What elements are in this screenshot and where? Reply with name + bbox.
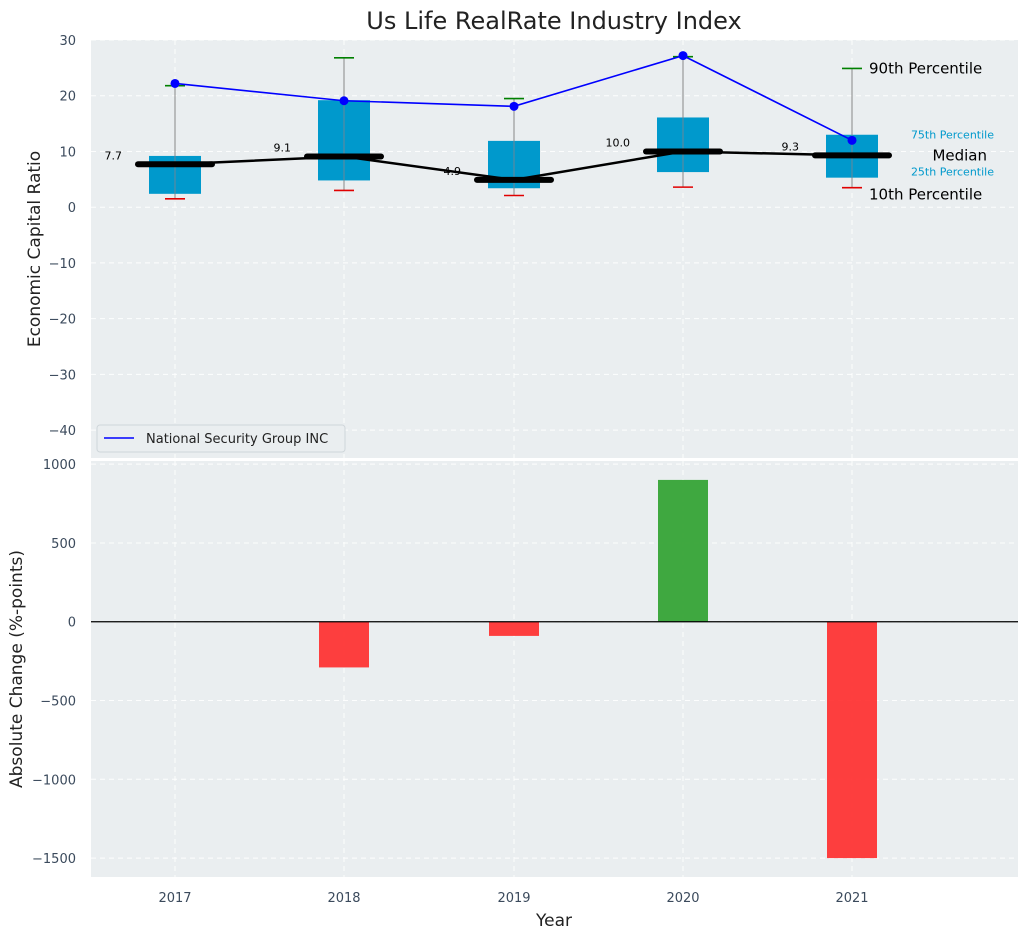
- median-label-2021: 9.3: [782, 140, 800, 153]
- change-bar-2019: [489, 621, 539, 636]
- bottom-plot-area: [91, 461, 1018, 877]
- p10-annotation: 10th Percentile: [869, 186, 982, 204]
- bottom-y-tick-label: −1500: [32, 852, 76, 867]
- x-tick-label: 2019: [497, 891, 530, 906]
- legend-label: National Security Group INC: [146, 432, 328, 447]
- p75-annotation: 75th Percentile: [911, 129, 994, 142]
- top-y-tick-label: −30: [49, 368, 76, 383]
- legend: National Security Group INC: [96, 424, 346, 453]
- x-tick-label: 2018: [327, 891, 360, 906]
- change-bar-2021: [827, 621, 877, 859]
- series-point-2019: [509, 101, 519, 111]
- series-point-2020: [678, 51, 688, 61]
- x-tick-label: 2020: [666, 891, 699, 906]
- top-y-tick-label: 0: [68, 201, 76, 216]
- x-axis-label: Year: [535, 911, 572, 931]
- top-y-tick-label: 10: [59, 145, 76, 160]
- top-y-tick-label: −20: [49, 313, 76, 328]
- top-y-axis-label: Economic Capital Ratio: [25, 151, 45, 347]
- change-bar-2020: [658, 479, 708, 622]
- x-tick-label: 2017: [158, 891, 191, 906]
- bottom-y-tick-label: 0: [68, 616, 76, 631]
- bottom-y-tick-label: −500: [40, 695, 76, 710]
- median-label-2018: 9.1: [274, 141, 292, 154]
- series-point-2018: [339, 96, 349, 106]
- median-label-2020: 10.0: [606, 136, 631, 149]
- bottom-y-axis-label: Absolute Change (%-points): [7, 550, 27, 788]
- median-annotation: Median: [932, 146, 987, 164]
- top-plot-area: [91, 40, 1018, 458]
- p25-annotation: 25th Percentile: [911, 166, 994, 179]
- series-point-2021: [847, 135, 857, 145]
- series-point-2017: [170, 78, 180, 88]
- top-y-tick-label: 30: [59, 34, 76, 49]
- chart-title: Us Life RealRate Industry Index: [366, 7, 741, 35]
- top-y-tick-label: −40: [49, 424, 76, 439]
- change-bar-2018: [319, 621, 369, 668]
- p90-annotation: 90th Percentile: [869, 59, 982, 77]
- top-y-tick-label: 20: [59, 90, 76, 105]
- x-tick-label: 2021: [835, 891, 868, 906]
- top-panel: 30 20 10 0 −10 −20 −30 −40 7.7 9.1 4.9 10.0 9.3 90th …: [49, 34, 1018, 458]
- bottom-panel: 1000 500 0 −500 −1000 −1500 2017 2018 2019 2020 20…: [32, 458, 1018, 906]
- top-y-tick-label: −10: [49, 257, 76, 272]
- median-label-2017: 7.7: [105, 149, 123, 162]
- bottom-y-tick-label: 1000: [43, 458, 76, 473]
- legend-box: [96, 424, 346, 453]
- bottom-y-tick-label: 500: [51, 537, 76, 552]
- median-label-2019: 4.9: [444, 165, 462, 178]
- bottom-y-tick-label: −1000: [32, 773, 76, 788]
